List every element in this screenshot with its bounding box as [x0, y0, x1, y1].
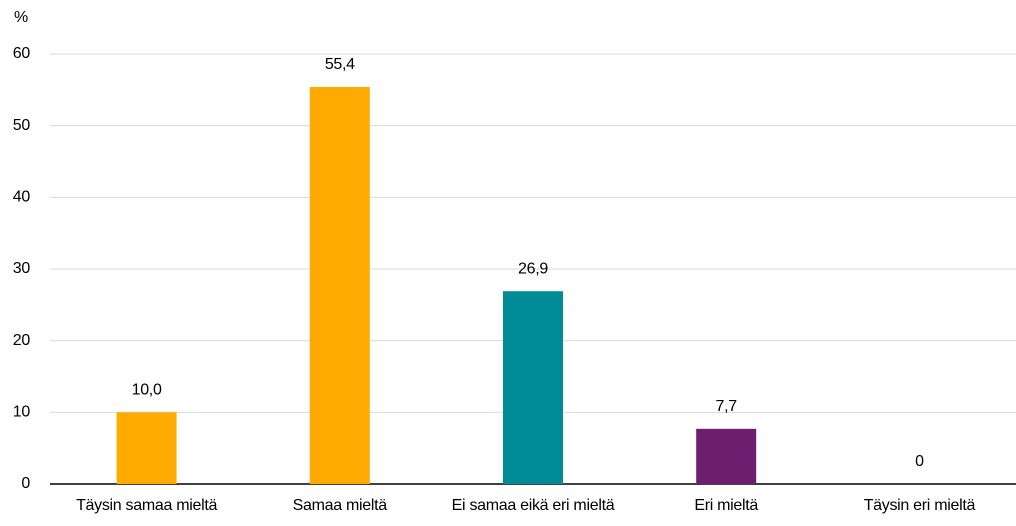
x-tick-label: Ei samaa eikä eri mieltä [452, 497, 615, 514]
y-axis-label: % [14, 9, 28, 26]
y-tick-label: 40 [13, 189, 31, 206]
y-tick-label: 60 [13, 45, 31, 62]
y-tick-label: 20 [13, 332, 31, 349]
bar [696, 428, 757, 484]
value-label: 26,9 [518, 260, 548, 277]
y-tick-label: 50 [13, 117, 31, 134]
value-label: 10,0 [132, 382, 162, 399]
x-tick-label: Täysin eri mieltä [864, 497, 976, 514]
value-label: 55,4 [325, 56, 355, 73]
bar [503, 291, 563, 484]
value-label: 7,7 [716, 398, 738, 415]
bar [116, 412, 177, 484]
x-tick-label: Samaa mieltä [293, 497, 388, 514]
bar [309, 86, 370, 484]
value-label: 0 [915, 453, 924, 470]
x-tick-label: Eri mieltä [694, 497, 758, 514]
y-tick-label: 30 [13, 260, 31, 277]
y-tick-label: 0 [21, 475, 30, 492]
x-tick-label: Täysin samaa mieltä [76, 497, 217, 514]
y-tick-label: 10 [13, 404, 31, 421]
